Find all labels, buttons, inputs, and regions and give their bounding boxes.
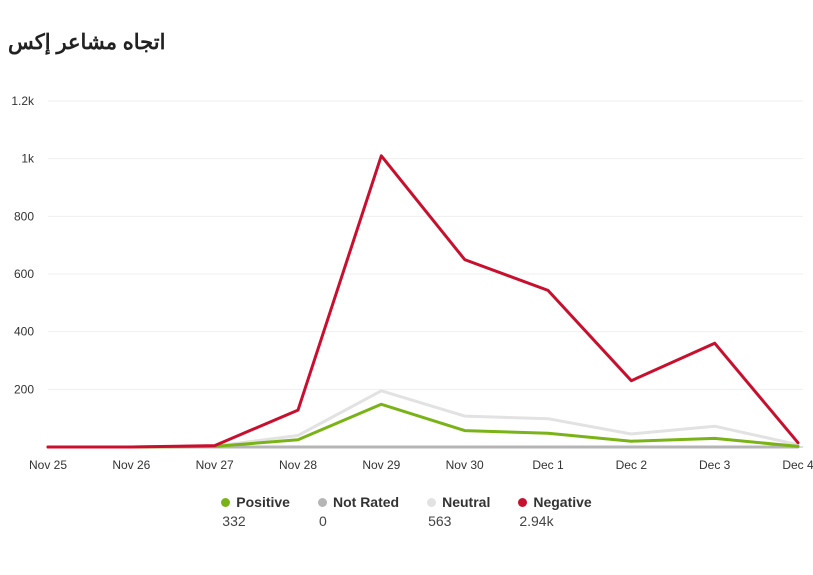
- x-tick-label: Nov 30: [446, 458, 484, 472]
- legend-label-neutral: Neutral: [442, 494, 491, 510]
- legend-total-negative: 2.94k: [519, 513, 554, 529]
- x-tick-label: Dec 2: [616, 458, 648, 472]
- y-tick-label: 800: [14, 209, 34, 223]
- x-tick-label: Dec 4: [782, 458, 813, 472]
- legend-dot-neutral: [427, 497, 437, 507]
- y-tick-label: 600: [14, 267, 34, 281]
- legend-item-not-rated[interactable]: Not Rated 0: [317, 494, 400, 529]
- y-tick-label: 200: [14, 382, 34, 396]
- legend-dot-not-rated: [317, 497, 327, 507]
- legend-dot-positive: [221, 497, 231, 507]
- legend-item-neutral[interactable]: Neutral 563: [427, 494, 490, 529]
- line-chart: 200 400 600 800 1k 1.2k Nov 25 Nov 26 Nov 27 Nov …: [11, 94, 813, 472]
- series-line-positive: [46, 402, 800, 449]
- legend-label-negative: Negative: [533, 494, 592, 510]
- x-tick-label: Dec 1: [532, 458, 564, 472]
- x-tick-label: Nov 28: [279, 458, 317, 472]
- legend-total-positive: 332: [222, 513, 246, 529]
- chart-title: اتجاه مشاعر إكس: [8, 31, 166, 54]
- legend-item-negative[interactable]: Negative 2.94k: [518, 494, 592, 529]
- legend-label-positive: Positive: [236, 494, 290, 510]
- x-tick-label: Nov 29: [362, 458, 400, 472]
- y-tick-label: 1.2k: [11, 94, 35, 108]
- legend-total-neutral: 563: [428, 513, 452, 529]
- x-tick-label: Dec 3: [699, 458, 731, 472]
- series-line-negative: [46, 154, 800, 449]
- y-tick-label: 400: [14, 325, 34, 339]
- chart-legend: Positive 332 Not Rated 0 Neutral 563 Neg…: [0, 494, 813, 529]
- x-tick-label: Nov 27: [196, 458, 234, 472]
- legend-label-not-rated: Not Rated: [332, 494, 400, 510]
- x-tick-label: Nov 26: [112, 458, 150, 472]
- legend-total-not-rated: 0: [318, 513, 327, 529]
- y-tick-label: 1k: [21, 152, 35, 166]
- legend-dot-negative: [518, 497, 528, 507]
- legend-item-positive[interactable]: Positive 332: [221, 494, 290, 529]
- x-tick-label: Nov 25: [29, 458, 67, 472]
